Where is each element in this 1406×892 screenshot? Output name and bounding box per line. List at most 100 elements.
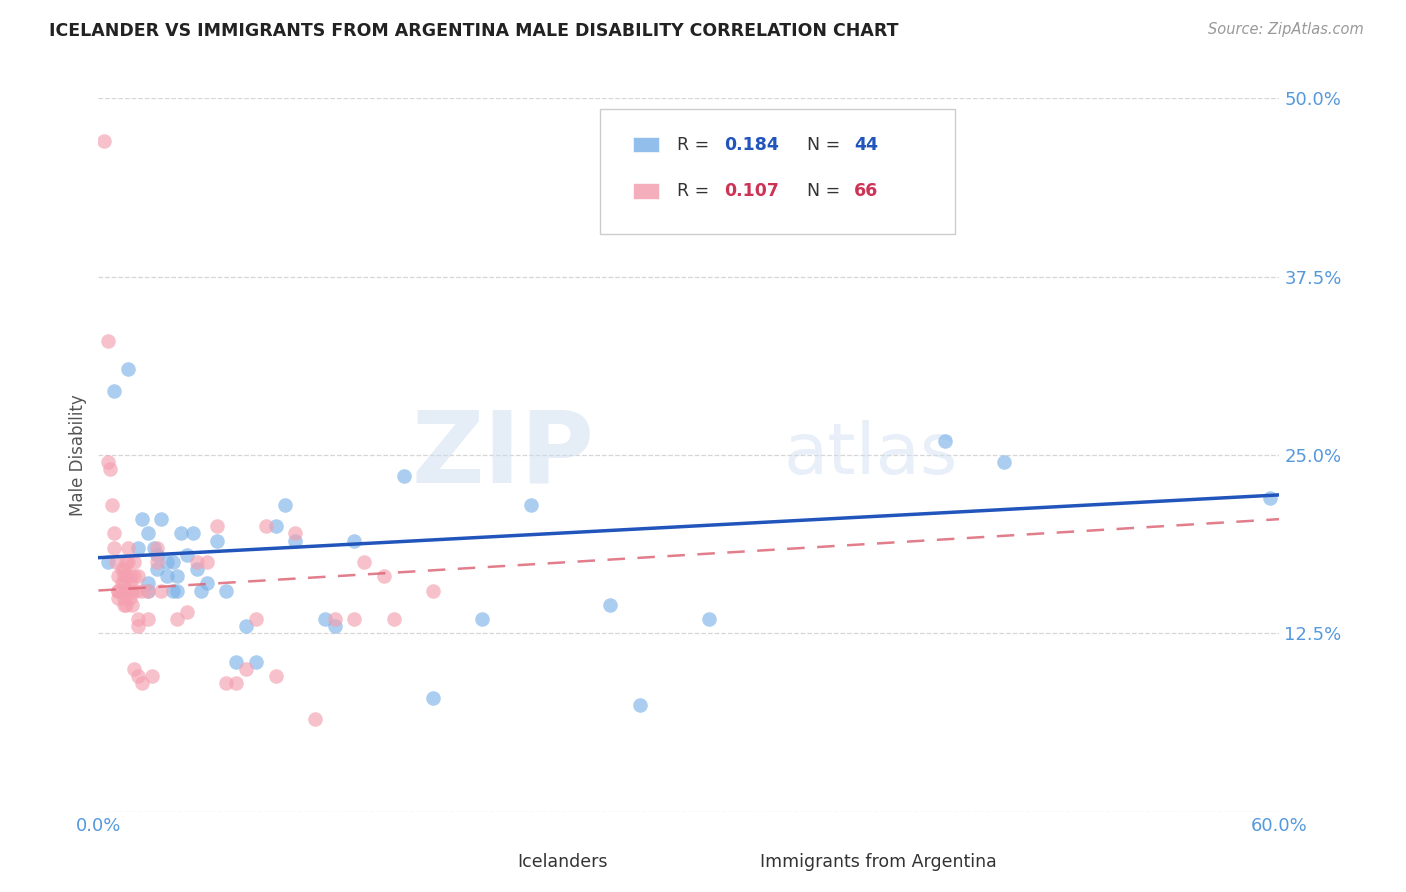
Point (127, 541, 149, 555)
Point (471, 612, 494, 626)
Point (225, 676, 247, 690)
Point (245, 655, 267, 669)
Point (343, 533, 366, 548)
FancyBboxPatch shape (718, 855, 744, 871)
Point (166, 569, 188, 583)
Point (353, 555, 375, 569)
Point (97, 455, 120, 469)
Point (122, 555, 145, 569)
Text: atlas: atlas (783, 420, 957, 490)
Point (105, 555, 128, 569)
Point (103, 526, 125, 541)
Point (190, 583, 212, 598)
Point (599, 598, 621, 612)
Point (115, 569, 138, 583)
Point (141, 669, 163, 683)
Text: 0.184: 0.184 (724, 136, 779, 153)
Point (150, 512, 173, 526)
Point (146, 555, 169, 569)
Point (131, 512, 153, 526)
Point (205, 533, 228, 548)
Point (131, 583, 153, 598)
Point (127, 612, 149, 626)
Text: Immigrants from Argentina: Immigrants from Argentina (759, 854, 997, 871)
Point (121, 598, 143, 612)
Point (107, 591, 129, 605)
Point (112, 576, 135, 591)
Point (136, 612, 159, 626)
Point (117, 541, 139, 555)
Point (392, 469, 415, 483)
Point (156, 569, 179, 583)
Point (166, 612, 188, 626)
Point (122, 662, 145, 676)
Text: ICELANDER VS IMMIGRANTS FROM ARGENTINA MALE DISABILITY CORRELATION CHART: ICELANDER VS IMMIGRANTS FROM ARGENTINA M… (49, 22, 898, 40)
Point (373, 569, 395, 583)
Point (245, 612, 267, 626)
Text: ZIP: ZIP (412, 407, 595, 503)
Point (195, 576, 218, 591)
Point (127, 669, 149, 683)
Text: N =: N = (807, 182, 846, 200)
Point (97, 334, 120, 348)
FancyBboxPatch shape (634, 183, 659, 199)
Point (323, 612, 346, 626)
Point (156, 555, 179, 569)
Y-axis label: Male Disability: Male Disability (69, 394, 87, 516)
Point (176, 548, 198, 562)
Text: Icelanders: Icelanders (517, 854, 609, 871)
Point (235, 619, 257, 633)
Point (97, 555, 120, 569)
Point (117, 555, 139, 569)
Point (235, 662, 257, 676)
Point (136, 576, 159, 591)
Point (628, 698, 651, 712)
Point (112, 569, 135, 583)
Point (118, 569, 141, 583)
Point (162, 555, 184, 569)
Point (215, 583, 238, 598)
Point (422, 690, 444, 705)
Point (697, 612, 720, 626)
Point (284, 533, 307, 548)
Point (127, 619, 149, 633)
Point (176, 605, 198, 619)
Point (146, 541, 169, 555)
Point (117, 362, 139, 376)
Point (127, 569, 149, 583)
Point (520, 498, 543, 512)
Point (142, 541, 165, 555)
FancyBboxPatch shape (634, 136, 659, 153)
Point (107, 569, 129, 583)
Point (170, 526, 193, 541)
Point (111, 583, 134, 598)
Point (343, 612, 366, 626)
Point (136, 583, 159, 598)
Point (112, 598, 135, 612)
Point (274, 498, 297, 512)
Point (993, 455, 1015, 469)
Point (101, 498, 124, 512)
Text: N =: N = (807, 136, 846, 153)
Point (121, 583, 143, 598)
Point (115, 598, 138, 612)
Point (186, 555, 208, 569)
Point (314, 612, 336, 626)
Point (1258, 491, 1281, 505)
Point (112, 562, 135, 576)
Point (107, 583, 129, 598)
Text: R =: R = (678, 182, 714, 200)
Text: 44: 44 (855, 136, 879, 153)
Point (117, 583, 139, 598)
Point (150, 583, 173, 598)
FancyBboxPatch shape (600, 109, 955, 234)
Point (284, 526, 307, 541)
Point (107, 583, 129, 598)
Point (125, 583, 148, 598)
Point (118, 576, 141, 591)
Point (131, 676, 153, 690)
Point (205, 519, 228, 533)
Point (146, 562, 169, 576)
Point (111, 562, 134, 576)
Point (215, 676, 238, 690)
